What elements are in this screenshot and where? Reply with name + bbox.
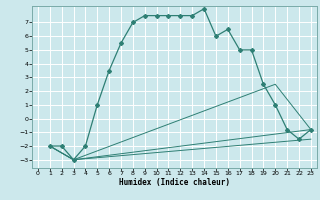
- X-axis label: Humidex (Indice chaleur): Humidex (Indice chaleur): [119, 178, 230, 187]
